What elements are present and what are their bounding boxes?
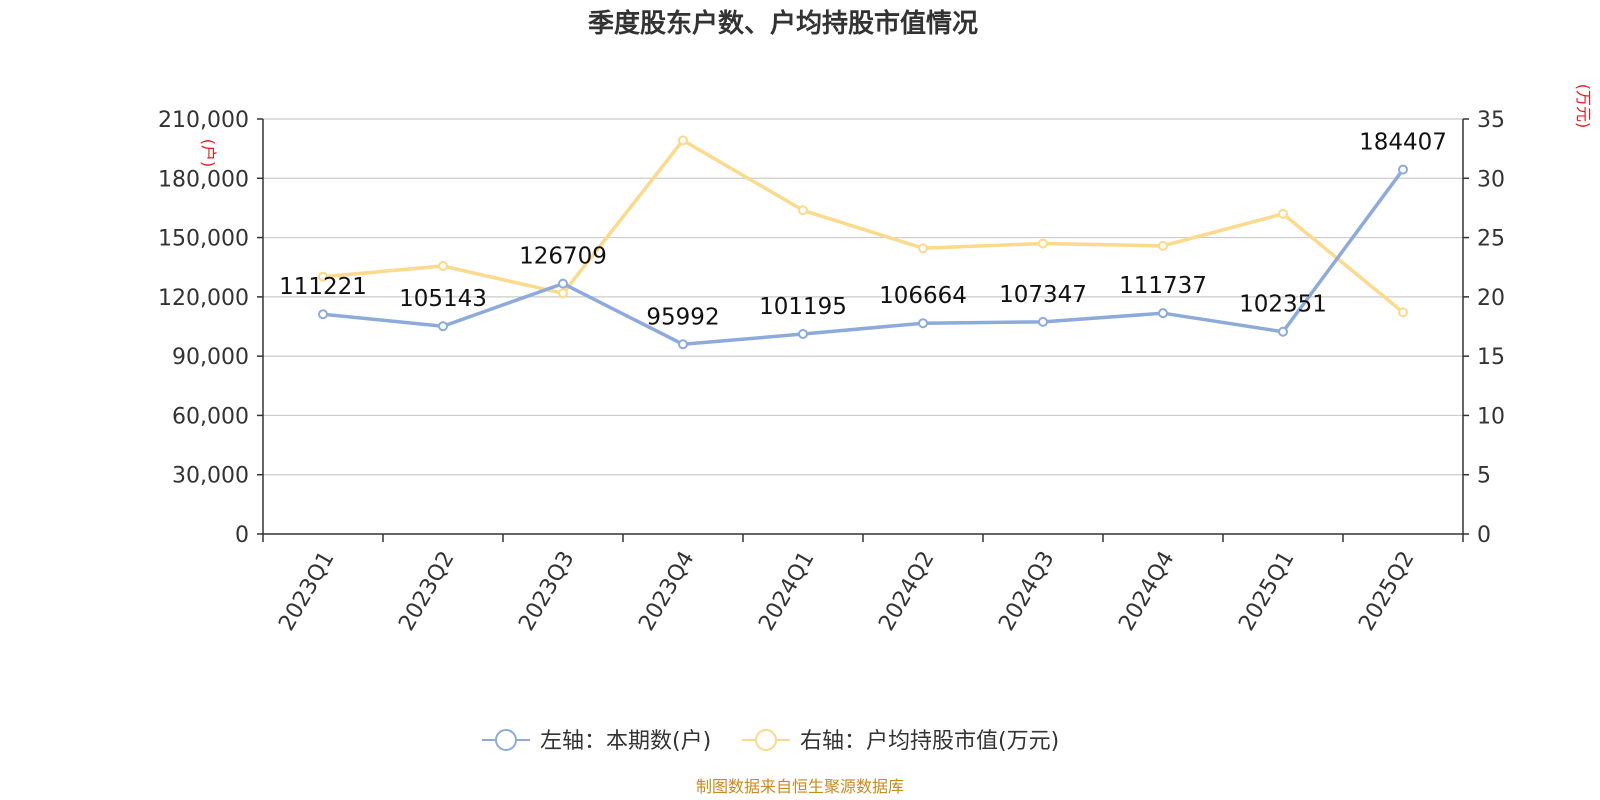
- chart-title: 季度股东户数、户均持股市值情况: [588, 8, 978, 39]
- left-axis-unit: (户): [199, 139, 218, 168]
- x-axis-ticks: 2023Q1 2023Q2 2023Q3 2023Q4 2024Q1 2024Q2 2024…: [262, 534, 1464, 635]
- left-tick-label: 180,000: [158, 167, 249, 192]
- data-label: 126709: [519, 244, 607, 270]
- left-tick-label: 120,000: [158, 286, 249, 311]
- data-label: 105143: [399, 286, 487, 312]
- right-tick-label: 5: [1477, 464, 1491, 489]
- right-series-point: [558, 288, 568, 299]
- x-tick-label: 2023Q3: [514, 547, 579, 635]
- data-labels: 111221 105143 126709 95992 101195 106664 10734…: [279, 130, 1447, 331]
- legend[interactable]: 左轴：本期数(户) 右轴：户均持股市值(万元): [482, 729, 1059, 754]
- left-axis-ticks: 0 30,000 60,000 90,000 120,000 150,000 180,000…: [158, 108, 263, 548]
- right-series-point: [1278, 208, 1288, 219]
- legend-label-right-series: 右轴：户均持股市值(万元): [800, 729, 1059, 754]
- data-label: 101195: [759, 294, 847, 320]
- right-tick-label: 10: [1477, 404, 1505, 429]
- left-series-line: [322, 168, 1405, 347]
- left-series-point: [558, 278, 568, 289]
- right-series-point: [798, 205, 808, 216]
- left-series-point: [1278, 326, 1288, 337]
- right-series-point: [1398, 307, 1408, 318]
- right-tick-label: 35: [1477, 108, 1505, 133]
- legend-item-right-series[interactable]: 右轴：户均持股市值(万元): [742, 729, 1059, 754]
- right-axis-unit: (万元): [1574, 84, 1593, 129]
- right-series-point: [918, 243, 928, 254]
- gridlines: [263, 118, 1463, 476]
- left-series-point: [438, 321, 448, 332]
- legend-label-left-series: 左轴：本期数(户): [540, 729, 711, 754]
- x-tick-label: 2024Q1: [754, 547, 819, 635]
- right-series-point: [438, 261, 448, 272]
- x-tick-label: 2024Q3: [994, 547, 1059, 635]
- left-series-point: [678, 339, 688, 350]
- data-label: 107347: [999, 282, 1087, 308]
- right-series-point: [678, 135, 688, 146]
- data-label: 111221: [279, 274, 367, 300]
- right-tick-label: 15: [1477, 345, 1505, 370]
- right-tick-label: 25: [1477, 227, 1505, 252]
- left-tick-label: 150,000: [158, 227, 249, 252]
- left-series-point: [918, 318, 928, 329]
- x-tick-label: 2023Q1: [274, 547, 339, 635]
- left-tick-label: 30,000: [172, 464, 249, 489]
- data-label: 111737: [1119, 273, 1207, 299]
- x-tick-label: 2025Q2: [1354, 547, 1419, 635]
- left-tick-label: 210,000: [158, 108, 249, 133]
- left-series-point: [1398, 164, 1408, 175]
- right-series-point: [1158, 240, 1168, 251]
- left-tick-label: 60,000: [172, 404, 249, 429]
- right-tick-label: 30: [1477, 167, 1505, 192]
- data-label: 184407: [1359, 130, 1447, 156]
- x-tick-label: 2024Q2: [874, 547, 939, 635]
- right-tick-label: 20: [1477, 286, 1505, 311]
- right-axis-ticks: 0 5 10 15 20 25 30 35: [1463, 108, 1505, 548]
- right-series-point: [318, 271, 328, 282]
- left-series-point: [318, 309, 328, 320]
- x-tick-label: 2023Q2: [394, 547, 459, 635]
- left-tick-label: 90,000: [172, 345, 249, 370]
- series-points: [318, 135, 1408, 350]
- x-tick-label: 2024Q4: [1114, 547, 1179, 635]
- data-label: 106664: [879, 283, 967, 309]
- series-lines: [322, 138, 1405, 347]
- left-tick-label: 0: [235, 523, 249, 548]
- left-series-point: [1038, 316, 1048, 327]
- source-note: 制图数据来自恒生聚源数据库: [696, 777, 904, 796]
- right-series-line: [322, 138, 1405, 314]
- x-tick-label: 2023Q4: [634, 547, 699, 635]
- legend-item-left-series[interactable]: 左轴：本期数(户): [482, 729, 711, 754]
- x-tick-label: 2025Q1: [1234, 547, 1299, 635]
- left-series-point: [1158, 308, 1168, 319]
- right-series-point: [1038, 238, 1048, 249]
- left-series-point: [798, 329, 808, 340]
- data-label: 102351: [1239, 292, 1327, 318]
- right-tick-label: 0: [1477, 523, 1491, 548]
- data-label: 95992: [646, 304, 719, 330]
